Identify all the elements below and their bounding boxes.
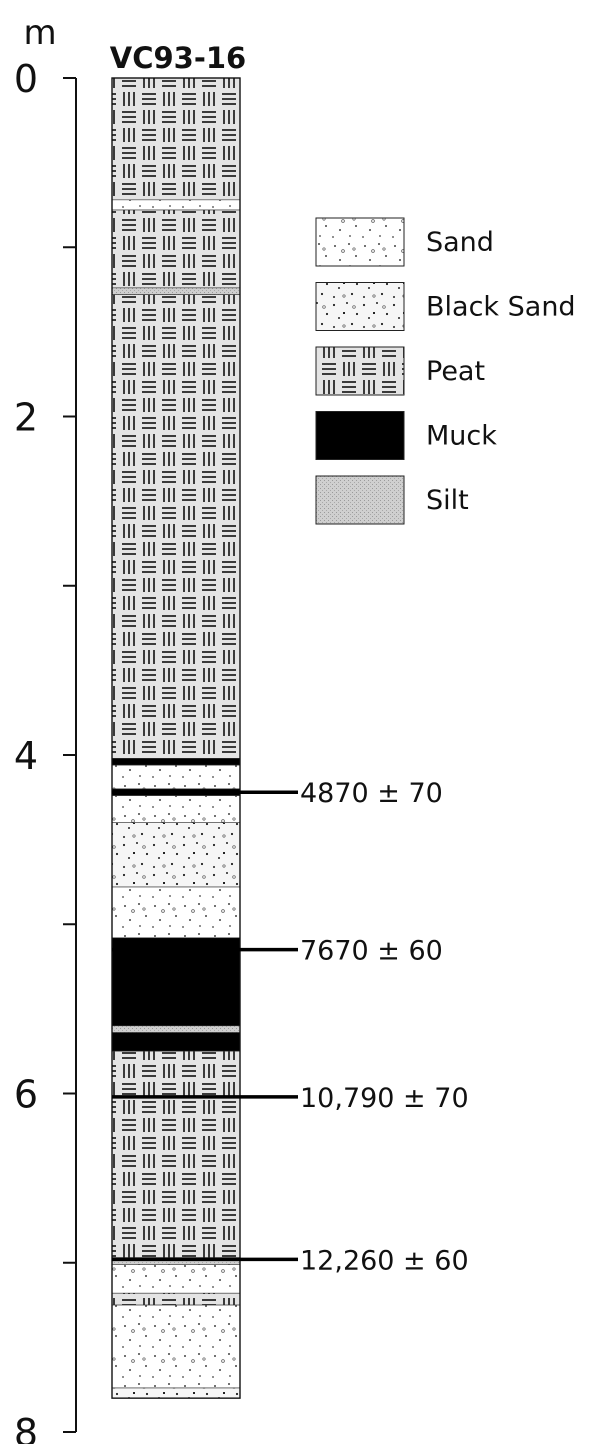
layer-peat <box>111 1292 241 1306</box>
layer-blacksand <box>111 1387 241 1399</box>
legend-label: Silt <box>426 485 469 516</box>
layer-peat <box>111 294 241 759</box>
date-label: 10,790 ± 70 <box>300 1083 469 1114</box>
date-label: 4870 ± 70 <box>300 778 443 809</box>
legend-swatch-muck <box>315 411 405 460</box>
legend-swatch-silt <box>315 475 405 525</box>
radiocarbon-dates: 4870 ± 70 7670 ± 60 10,790 ± 70 12,260 ± 60 <box>112 778 469 1276</box>
layer-sand <box>111 764 241 790</box>
axis-tick-label: 6 <box>14 1073 38 1117</box>
axis-tick-label: 8 <box>14 1411 38 1444</box>
date-label: 7670 ± 60 <box>300 936 443 967</box>
layer-silt <box>111 1025 241 1033</box>
legend-swatch-blacksand <box>315 282 405 331</box>
axis-tick-label: 0 <box>14 57 38 101</box>
layer-sand <box>111 886 241 939</box>
core-title: VC93-16 <box>110 41 246 75</box>
layer-muck <box>111 758 241 766</box>
axis-tick-label: 4 <box>14 734 38 778</box>
core-column <box>111 77 241 1399</box>
legend-swatch-sand <box>315 217 405 267</box>
legend-swatch-peat <box>315 346 405 396</box>
layer-peat <box>111 1050 241 1258</box>
legend-label: Peat <box>426 356 485 387</box>
layer-sand <box>111 795 241 823</box>
layer-muck <box>111 937 241 1027</box>
layer-sand <box>111 1304 241 1389</box>
column-outline <box>111 77 241 1399</box>
date-label: 12,260 ± 60 <box>300 1245 469 1276</box>
axis-tick-label: 2 <box>14 396 38 440</box>
unit-label: m <box>23 13 56 53</box>
legend: Sand Black Sand Peat Muck Silt <box>315 217 576 525</box>
depth-axis: 0 2 4 6 8 <box>14 57 77 1444</box>
layer-peat <box>111 77 241 201</box>
layer-silt <box>111 287 241 295</box>
layer-sand <box>111 199 241 211</box>
layer-blacksand <box>111 822 241 888</box>
layer-muck <box>111 1032 241 1052</box>
legend-label: Sand <box>426 227 494 258</box>
legend-label: Black Sand <box>426 292 576 323</box>
layer-sand <box>111 1264 241 1294</box>
layer-peat <box>111 209 241 289</box>
legend-label: Muck <box>426 421 497 452</box>
